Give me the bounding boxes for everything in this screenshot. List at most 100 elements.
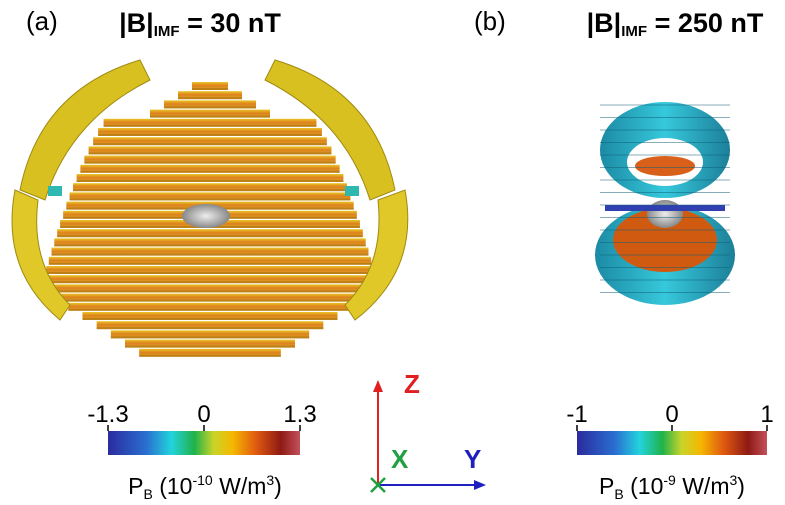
colorbar-gradient	[108, 431, 300, 455]
band	[605, 205, 725, 211]
slab	[41, 284, 379, 293]
slab	[82, 312, 338, 320]
panel-title: |B|IMF = 250 nT	[587, 8, 764, 40]
wing	[11, 189, 71, 321]
slab-shade	[51, 253, 369, 256]
label-part: P	[599, 473, 614, 499]
title-rest: = 30 nT	[180, 8, 282, 38]
label-part: 3	[266, 472, 274, 488]
x-label: X	[391, 444, 409, 474]
slab	[178, 91, 242, 100]
slab-shade	[139, 354, 281, 357]
x-axis	[370, 477, 386, 493]
slab	[80, 164, 340, 173]
slab-shade	[57, 235, 363, 238]
slab	[192, 82, 228, 90]
slab-shade	[98, 134, 322, 136]
slab	[69, 192, 351, 201]
colorbar-tick-label: 1.3	[283, 401, 316, 428]
axis-triad: Z X Y	[370, 369, 486, 493]
title-main: |B|	[119, 8, 154, 38]
panel-title: |B|IMF = 30 nT	[119, 8, 281, 40]
slab-shade	[150, 115, 270, 118]
slab	[73, 183, 347, 192]
planet	[182, 204, 230, 228]
label-part: W/m	[213, 473, 267, 499]
slab	[54, 238, 366, 247]
slab-shade	[103, 124, 317, 127]
colorbar-tick-label: -1	[566, 401, 587, 428]
slab	[43, 275, 377, 284]
slab-shade	[46, 272, 374, 274]
patch	[345, 186, 359, 196]
slab-shade	[164, 106, 256, 109]
slab-shade	[76, 180, 344, 182]
slab-shade	[80, 170, 340, 173]
slab-shade	[93, 143, 327, 146]
slab	[96, 321, 324, 330]
slab-shade	[82, 318, 338, 320]
title-sub: IMF	[154, 23, 180, 40]
slab-shade	[110, 336, 310, 339]
panel-label: (b)	[474, 6, 506, 36]
label-part: )	[274, 473, 282, 499]
slab-shade	[73, 189, 347, 192]
y-arrow	[474, 480, 486, 490]
title-rest: = 250 nT	[647, 8, 764, 38]
rendering	[11, 59, 735, 357]
slab-shade	[88, 152, 332, 155]
slab	[57, 229, 363, 238]
label-part: P	[128, 473, 143, 499]
planet	[647, 200, 683, 228]
slab	[93, 137, 327, 146]
colorbar-tick-label: 1	[760, 401, 773, 428]
label-part: B	[614, 486, 623, 502]
colorbar: -1.3 0 1.3 PB (10-10 W/m3)	[87, 401, 316, 502]
slab	[54, 293, 366, 302]
title-main: |B|	[587, 8, 622, 38]
slab-shade	[69, 198, 351, 201]
slab-shade	[54, 244, 366, 247]
slab	[164, 100, 256, 109]
slab	[84, 155, 336, 164]
label-part: (10	[624, 473, 664, 499]
label-part: -10	[192, 472, 212, 488]
label-part: 3	[729, 472, 737, 488]
slab	[103, 118, 317, 127]
slab-shade	[125, 345, 295, 348]
slab	[150, 109, 270, 118]
slab	[88, 146, 332, 155]
colorbar-label: PB (10-9 W/m3)	[599, 472, 745, 502]
slab-shade	[178, 97, 242, 100]
slab-shade	[192, 88, 228, 90]
slab	[51, 247, 369, 256]
label-part: B	[144, 486, 153, 502]
slab	[46, 266, 374, 274]
z-label: Z	[404, 369, 420, 399]
slab-shade	[84, 161, 336, 164]
label-part: W/m	[676, 473, 730, 499]
colorbar: -1 0 1 PB (10-9 W/m3)	[566, 401, 773, 502]
cap	[635, 156, 695, 176]
y-label: Y	[464, 444, 481, 474]
patch	[48, 186, 62, 196]
colorbar-tick-label: 0	[665, 401, 678, 428]
slab-shade	[54, 299, 366, 302]
slab-shade	[96, 327, 324, 330]
wing	[344, 189, 409, 321]
label-part: )	[737, 473, 745, 499]
slab-shade	[48, 262, 372, 265]
wing	[264, 59, 396, 201]
slab	[98, 128, 322, 136]
wing	[19, 59, 151, 201]
slab	[125, 339, 295, 348]
core	[613, 208, 717, 272]
slab-shade	[43, 281, 377, 284]
slab	[139, 348, 281, 357]
slab-shade	[68, 308, 352, 311]
colorbar-gradient	[577, 431, 767, 455]
slab	[76, 174, 344, 182]
slab-shade	[41, 290, 379, 293]
title-sub: IMF	[621, 23, 647, 40]
